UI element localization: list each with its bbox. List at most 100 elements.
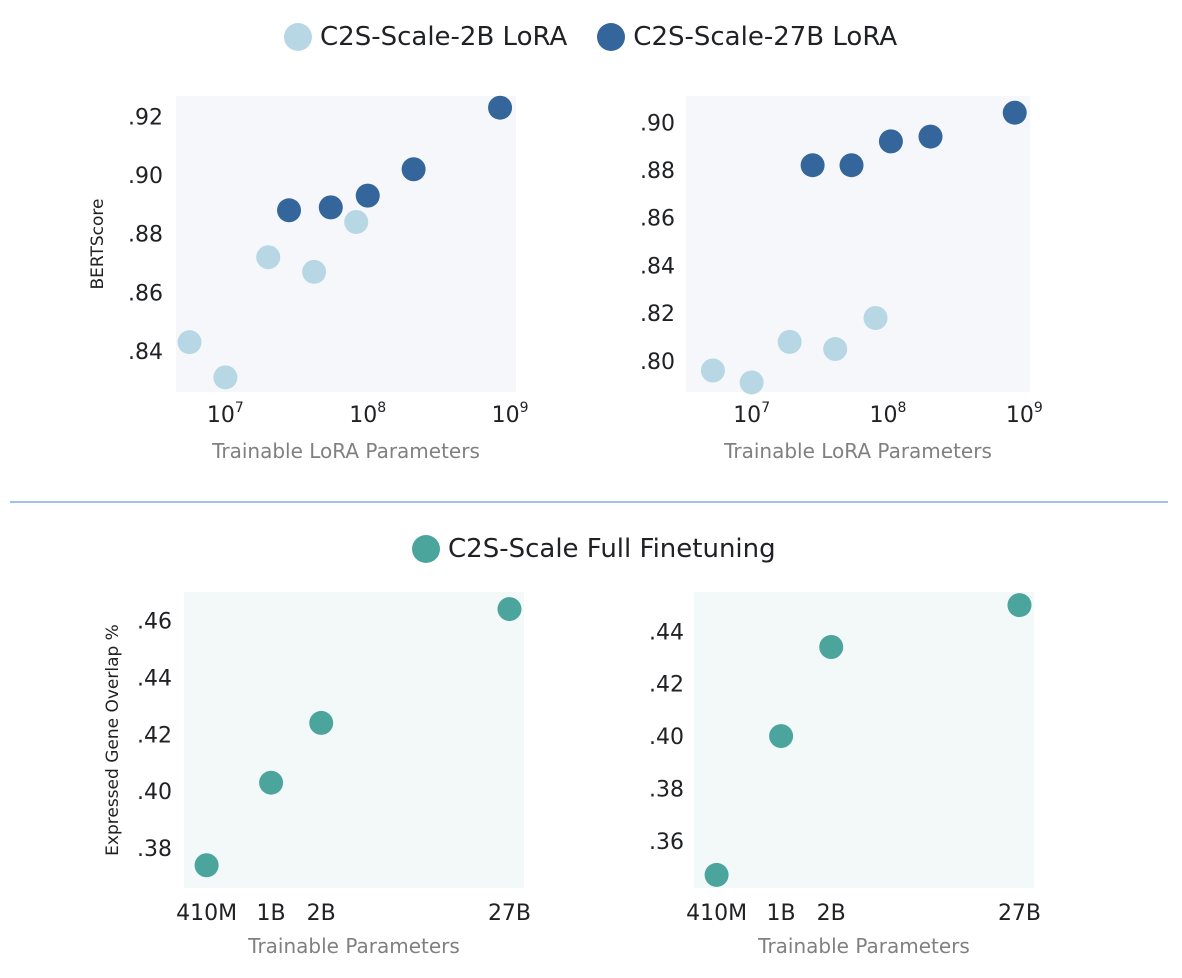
legend-marker-27b-lora xyxy=(597,23,626,51)
x-tick-label: 107 xyxy=(733,400,770,428)
x-tick-label: 107 xyxy=(207,400,244,428)
y-tick-label: .80 xyxy=(640,350,675,375)
legend-marker-full-finetuning xyxy=(412,535,440,563)
y-tick-label: .40 xyxy=(649,725,684,750)
y-axis-label: Expressed Gene Overlap % xyxy=(103,624,123,856)
series-c2s-scale-2b-lora xyxy=(700,306,888,395)
x-tick-label: 410M xyxy=(686,901,747,926)
x-tick-exponent: 9 xyxy=(520,400,529,416)
y-tick-label: .92 xyxy=(128,106,163,131)
x-tick-exponent: 9 xyxy=(1034,400,1043,416)
x-tick-label: 27B xyxy=(998,901,1041,926)
data-point xyxy=(309,710,334,735)
y-tick-label: .90 xyxy=(128,164,163,189)
data-point xyxy=(194,853,219,878)
y-tick-label: .44 xyxy=(137,666,172,691)
data-point xyxy=(863,306,888,330)
x-tick-label: 2B xyxy=(307,901,336,926)
data-point xyxy=(497,597,522,622)
data-point xyxy=(318,195,343,220)
data-point xyxy=(769,724,794,749)
legend-item-2b-lora: C2S-Scale-2B LoRA xyxy=(284,22,567,52)
plot-area xyxy=(694,592,1034,888)
data-point xyxy=(704,862,729,887)
x-axis-label: Trainable Parameters xyxy=(757,934,970,958)
x-axis-label: Trainable LoRA Parameters xyxy=(211,439,480,463)
data-point xyxy=(800,153,825,178)
x-tick-label: 108 xyxy=(870,400,907,428)
data-point xyxy=(177,330,202,355)
series-c2s-scale-2b-lora xyxy=(177,210,369,390)
legend-item-27b-lora: C2S-Scale-27B LoRA xyxy=(597,22,897,52)
y-axis-label: BERTScore xyxy=(88,199,108,290)
y-tick-label: .42 xyxy=(649,673,684,698)
data-point xyxy=(823,337,848,362)
y-tick-label: .86 xyxy=(128,281,163,306)
y-tick-label: .88 xyxy=(640,159,675,184)
data-point xyxy=(259,770,284,795)
x-tick-label: 1B xyxy=(257,901,286,926)
data-point xyxy=(1007,593,1032,618)
legend-item-full-finetuning: C2S-Scale Full Finetuning xyxy=(412,534,776,564)
x-axis-label: Trainable Parameters xyxy=(247,934,460,958)
legend-top: C2S-Scale-2B LoRA C2S-Scale-27B LoRA xyxy=(284,22,897,52)
x-tick-label: 109 xyxy=(1006,400,1043,428)
x-tick-exponent: 7 xyxy=(235,400,244,416)
plot-area xyxy=(184,592,524,888)
data-point xyxy=(819,635,844,660)
y-tick-label: .82 xyxy=(640,302,675,327)
y-tick-label: .84 xyxy=(640,254,675,279)
x-axis-label: Trainable LoRA Parameters xyxy=(723,439,992,463)
data-point xyxy=(256,245,281,270)
data-point xyxy=(739,370,764,395)
data-point xyxy=(344,210,369,235)
data-point xyxy=(355,183,380,208)
y-tick-label: .42 xyxy=(137,723,172,748)
x-tick-label: 109 xyxy=(492,400,529,428)
x-tick-label: 27B xyxy=(488,901,531,926)
data-point xyxy=(401,157,426,182)
series-c2s-scale-full-finetuning xyxy=(194,597,522,878)
data-point xyxy=(878,129,903,154)
legend-marker-2b-lora xyxy=(284,23,312,51)
x-tick-label: 1B xyxy=(767,901,796,926)
series-c2s-scale-27b-lora xyxy=(277,95,513,223)
series-c2s-scale-27b-lora xyxy=(800,100,1027,178)
section-divider xyxy=(10,501,1168,503)
y-tick-label: .46 xyxy=(137,609,172,634)
y-tick-label: .40 xyxy=(137,780,172,805)
series-c2s-scale-full-finetuning xyxy=(704,593,1032,887)
legend-bottom: C2S-Scale Full Finetuning xyxy=(412,534,776,564)
x-tick-exponent: 7 xyxy=(761,400,770,416)
data-point xyxy=(918,124,943,149)
legend-label-2b-lora: C2S-Scale-2B LoRA xyxy=(320,22,568,52)
plot-area xyxy=(686,96,1030,392)
legend-label-27b-lora: C2S-Scale-27B LoRA xyxy=(633,22,898,52)
x-tick-label: 410M xyxy=(176,901,237,926)
y-tick-label: .38 xyxy=(137,837,172,862)
data-point xyxy=(302,259,327,284)
plot-area xyxy=(176,96,516,392)
y-tick-label: .88 xyxy=(128,223,163,248)
x-tick-label: 108 xyxy=(349,400,386,428)
y-tick-label: .90 xyxy=(640,111,675,136)
x-tick-exponent: 8 xyxy=(377,400,386,416)
data-point xyxy=(277,198,302,223)
y-tick-label: .38 xyxy=(649,777,684,802)
data-point xyxy=(488,95,513,120)
y-tick-label: .84 xyxy=(128,340,163,365)
y-tick-label: .44 xyxy=(649,620,684,645)
data-point xyxy=(213,365,238,390)
data-point xyxy=(1002,100,1027,125)
y-tick-label: .36 xyxy=(649,830,684,855)
data-point xyxy=(777,329,802,354)
x-tick-label: 2B xyxy=(817,901,846,926)
data-point xyxy=(700,358,725,383)
legend-label-full-finetuning: C2S-Scale Full Finetuning xyxy=(448,534,776,564)
data-point xyxy=(839,153,864,178)
x-tick-exponent: 8 xyxy=(898,400,907,416)
